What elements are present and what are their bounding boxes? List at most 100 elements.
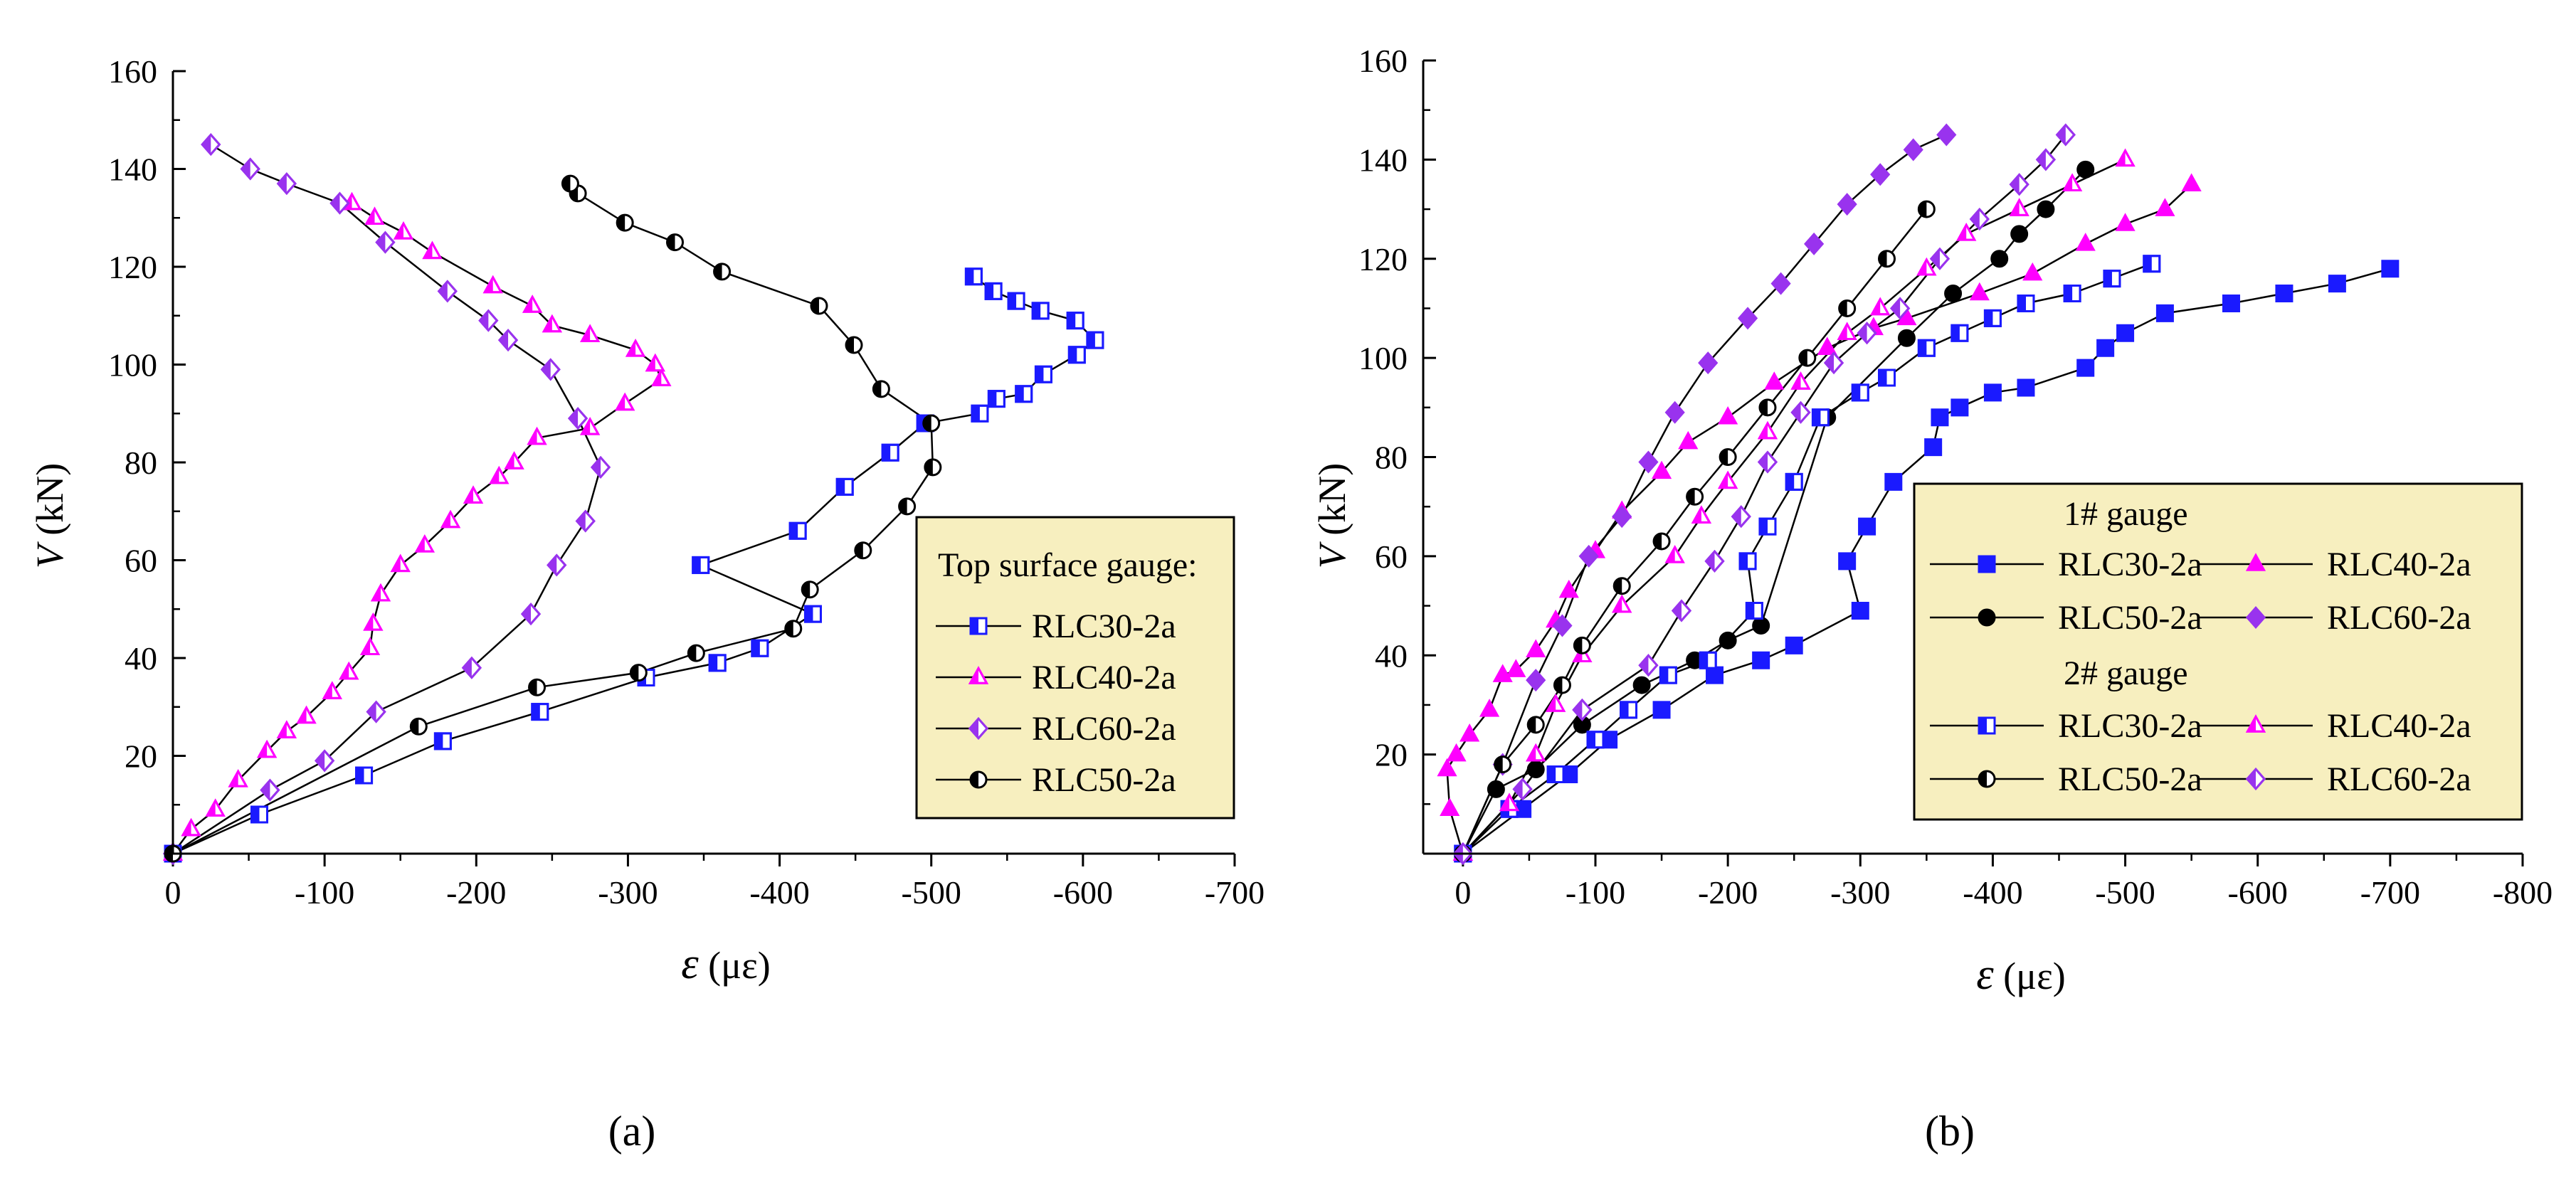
data-point — [1897, 329, 1916, 347]
x-tick-label: -400 — [1963, 874, 2022, 911]
data-point — [489, 465, 510, 484]
x-tick-label: -400 — [749, 874, 809, 911]
panel-b-ylabel-unit: (kN) — [1311, 463, 1353, 536]
data-point — [433, 732, 452, 751]
data-point — [276, 720, 297, 738]
data-point — [2103, 270, 2121, 288]
data-point — [1719, 631, 1737, 649]
data-point — [1612, 594, 1632, 613]
legend-label: RLC50-2a — [2058, 599, 2202, 637]
data-point — [1951, 398, 1969, 417]
data-point — [1704, 549, 1725, 573]
data-point — [2022, 262, 2043, 281]
data-point — [1790, 401, 1811, 424]
data-point — [1572, 698, 1593, 721]
data-point — [257, 739, 278, 758]
data-point — [2155, 304, 2174, 322]
data-point — [1086, 331, 1104, 349]
legend-label: RLC30-2a — [2058, 707, 2202, 745]
data-point — [437, 280, 458, 303]
data-point — [1437, 758, 1457, 777]
data-point — [984, 282, 1003, 300]
x-tick-label: -300 — [598, 874, 658, 911]
x-tick-label: -800 — [2493, 874, 2553, 911]
legend-marker — [968, 666, 989, 684]
data-point — [580, 324, 601, 342]
data-point — [1823, 351, 1844, 375]
x-tick-label: -200 — [446, 874, 506, 911]
data-point — [296, 705, 317, 724]
data-point — [181, 817, 201, 837]
data-point — [1931, 408, 1949, 427]
data-point — [854, 541, 872, 560]
data-point — [1838, 552, 1857, 571]
data-point — [528, 678, 547, 696]
data-point — [590, 455, 611, 479]
y-tick-label: 40 — [125, 640, 157, 677]
data-point — [1798, 349, 1817, 367]
data-point — [784, 620, 803, 638]
data-point — [1546, 765, 1565, 783]
panel-a-xlabel-unit: (με) — [708, 944, 771, 987]
data-point — [364, 206, 385, 225]
data-point — [1785, 636, 1803, 654]
legend-marker — [969, 770, 988, 789]
y-tick-label: 160 — [1358, 43, 1408, 79]
data-point — [788, 521, 807, 540]
data-point — [1758, 517, 1777, 536]
data-point — [666, 233, 685, 252]
data-point — [1652, 701, 1671, 719]
data-point — [1691, 505, 1711, 524]
data-point — [1718, 405, 1738, 425]
data-point — [1738, 552, 1757, 571]
y-tick-label: 140 — [108, 152, 157, 188]
data-point — [1837, 322, 1857, 341]
data-point — [692, 556, 710, 574]
data-point — [497, 329, 519, 352]
data-point — [1837, 193, 1857, 216]
data-point — [1838, 299, 1857, 317]
data-point — [531, 703, 549, 721]
data-point — [1851, 602, 1869, 620]
legend-marker — [2245, 553, 2266, 571]
x-tick-label: -700 — [2360, 874, 2420, 911]
data-point — [355, 766, 374, 785]
data-point — [1851, 383, 1869, 402]
data-point — [2275, 285, 2293, 303]
data-point — [1031, 302, 1050, 320]
data-point — [540, 358, 561, 381]
data-point — [240, 157, 260, 181]
y-tick-label: 20 — [1375, 737, 1408, 773]
data-point — [1552, 614, 1573, 637]
data-point — [478, 309, 499, 332]
x-tick-label: 0 — [165, 874, 181, 911]
y-tick-label: 140 — [1358, 142, 1408, 178]
data-point — [1066, 312, 1084, 330]
panel-b-label: (b) — [1925, 1108, 1975, 1155]
y-tick-label: 120 — [1358, 241, 1408, 277]
data-point — [1870, 163, 1891, 186]
data-point — [1917, 200, 1936, 218]
data-point — [2115, 213, 2136, 231]
data-point — [1752, 616, 1770, 635]
x-tick-label: 0 — [1455, 874, 1471, 911]
data-point — [2328, 275, 2346, 293]
data-point — [1924, 438, 1943, 457]
data-point — [1499, 792, 1520, 812]
data-point — [987, 390, 1005, 408]
data-point — [1526, 639, 1546, 658]
panel-b-xlabel-symbol: ε — [1976, 950, 1994, 999]
data-point — [2115, 148, 2136, 167]
data-point — [1764, 371, 1785, 390]
data-point — [1737, 307, 1758, 330]
chart-panel-b: 20 40 60 80 100 120 140 160 0 -100 -200 -300 -400 -50… — [1311, 43, 2553, 1155]
legend-label: RLC30-2a — [1032, 608, 1176, 645]
data-point — [422, 240, 443, 260]
data-point — [1612, 505, 1632, 529]
panel-a-label: (a) — [608, 1108, 656, 1155]
data-point — [2017, 378, 2035, 397]
data-point — [1884, 472, 1903, 491]
series-line-rlc40-2a — [1462, 159, 2126, 854]
data-point — [339, 661, 359, 680]
panel-a-ticks: 20 40 60 80 100 120 140 160 0 -100 -200 -300 -400 -50… — [108, 53, 1265, 911]
